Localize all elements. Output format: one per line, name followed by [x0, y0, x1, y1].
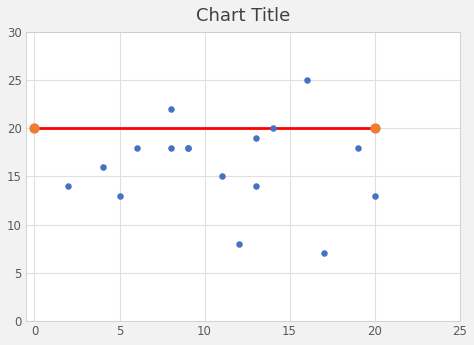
Point: [252, 183, 259, 189]
Point: [184, 145, 191, 150]
Point: [252, 135, 259, 141]
Point: [133, 145, 140, 150]
Point: [371, 126, 378, 131]
Point: [167, 145, 174, 150]
Point: [99, 164, 106, 170]
Title: Chart Title: Chart Title: [196, 7, 290, 25]
Point: [65, 183, 73, 189]
Point: [303, 77, 310, 83]
Point: [269, 126, 276, 131]
Point: [218, 174, 225, 179]
Point: [235, 241, 242, 247]
Point: [354, 145, 361, 150]
Point: [116, 193, 123, 198]
Point: [167, 106, 174, 112]
Point: [31, 126, 38, 131]
Point: [371, 193, 378, 198]
Point: [320, 251, 328, 256]
Point: [184, 145, 191, 150]
